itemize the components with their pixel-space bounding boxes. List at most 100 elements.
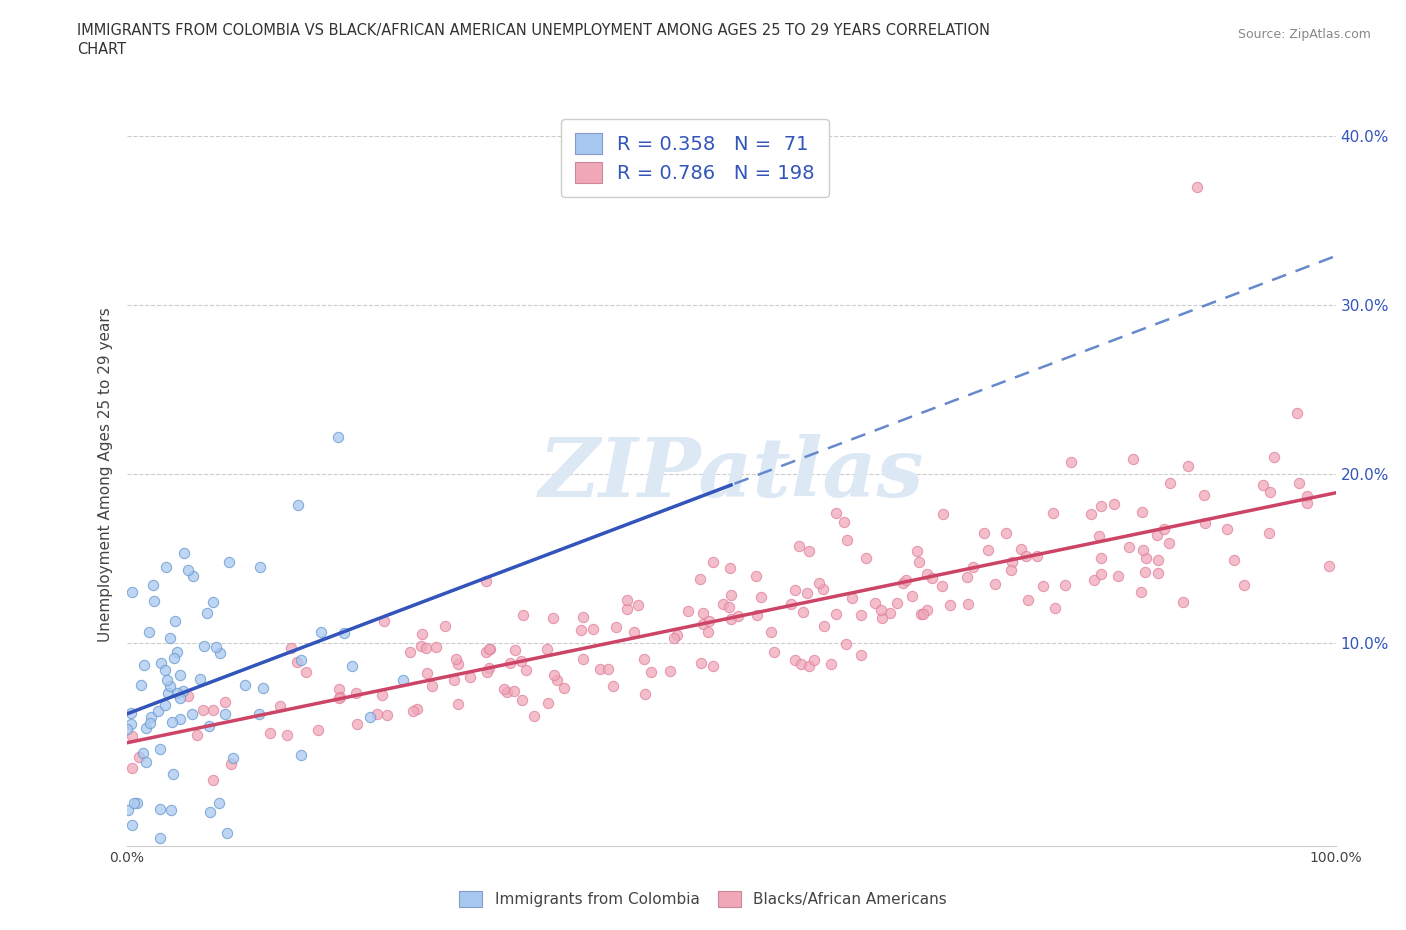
Point <box>727 609 749 624</box>
Point <box>541 611 564 626</box>
Point <box>309 625 332 640</box>
Point <box>879 605 901 620</box>
Point <box>202 702 225 717</box>
Point <box>342 658 364 673</box>
Point <box>931 507 953 522</box>
Point <box>392 672 415 687</box>
Point <box>1130 504 1153 519</box>
Point <box>366 707 388 722</box>
Point <box>333 626 356 641</box>
Point <box>1000 563 1022 578</box>
Point <box>820 657 842 671</box>
Point <box>1317 559 1340 574</box>
Point <box>177 563 200 578</box>
Point <box>165 613 187 628</box>
Point <box>328 682 350 697</box>
Point <box>1223 552 1246 567</box>
Point <box>411 627 433 642</box>
Point <box>287 498 309 512</box>
Point <box>759 625 782 640</box>
Point <box>121 729 143 744</box>
Point <box>425 640 447 655</box>
Point <box>177 688 200 703</box>
Point <box>1017 592 1039 607</box>
Point <box>676 604 699 618</box>
Point <box>543 668 565 683</box>
Point <box>120 706 142 721</box>
Point <box>1147 552 1170 567</box>
Point <box>214 695 236 710</box>
Point <box>478 660 501 675</box>
Point <box>169 691 191 706</box>
Point <box>956 596 979 611</box>
Point <box>931 578 953 593</box>
Point <box>217 826 239 841</box>
Point <box>915 566 938 581</box>
Point <box>198 718 221 733</box>
Point <box>214 707 236 722</box>
Point <box>797 544 820 559</box>
Point <box>1000 554 1022 569</box>
Point <box>344 686 367 701</box>
Point <box>790 657 813 671</box>
Point <box>276 727 298 742</box>
Point <box>962 559 984 574</box>
Point <box>159 679 181 694</box>
Point <box>598 661 620 676</box>
Point <box>811 582 834 597</box>
Point <box>294 665 316 680</box>
Point <box>939 597 962 612</box>
Point <box>409 638 432 653</box>
Point <box>1015 548 1038 563</box>
Point <box>233 677 256 692</box>
Point <box>269 699 291 714</box>
Point <box>1010 541 1032 556</box>
Point <box>169 668 191 683</box>
Point <box>623 624 645 639</box>
Point <box>208 645 231 660</box>
Point <box>702 659 724 674</box>
Point <box>458 670 481 684</box>
Point <box>415 641 437 656</box>
Point <box>1157 536 1180 551</box>
Point <box>589 662 612 677</box>
Point <box>616 592 638 607</box>
Point <box>399 644 422 659</box>
Point <box>633 652 655 667</box>
Point <box>1080 506 1102 521</box>
Point <box>911 606 934 621</box>
Point <box>157 685 180 700</box>
Point <box>370 688 392 703</box>
Point <box>149 741 172 756</box>
Point <box>835 533 858 548</box>
Point <box>872 610 894 625</box>
Point <box>908 555 931 570</box>
Point <box>870 603 893 618</box>
Point <box>149 830 172 845</box>
Point <box>405 701 427 716</box>
Point <box>1233 578 1256 592</box>
Point <box>1090 551 1112 565</box>
Point <box>122 795 145 810</box>
Point <box>1153 522 1175 537</box>
Point <box>129 678 152 693</box>
Point <box>1257 525 1279 540</box>
Point <box>1032 578 1054 593</box>
Point <box>375 708 398 723</box>
Point <box>891 575 914 590</box>
Point <box>434 618 457 633</box>
Text: Source: ZipAtlas.com: Source: ZipAtlas.com <box>1237 28 1371 41</box>
Point <box>633 686 655 701</box>
Point <box>121 817 143 832</box>
Point <box>1263 449 1285 464</box>
Point <box>496 685 519 700</box>
Point <box>1296 488 1319 503</box>
Point <box>659 664 682 679</box>
Point <box>443 672 465 687</box>
Point <box>117 803 139 817</box>
Point <box>326 430 350 445</box>
Point <box>692 605 714 620</box>
Point <box>1090 566 1112 581</box>
Point <box>808 576 831 591</box>
Point <box>218 555 240 570</box>
